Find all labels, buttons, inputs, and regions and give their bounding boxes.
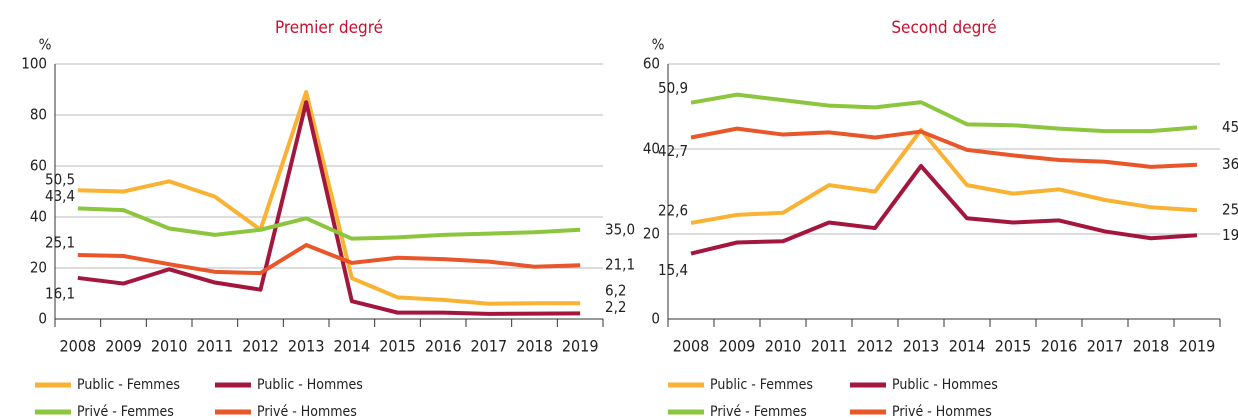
series-line [690,126,1198,169]
x-tick-label: 2015 [379,337,416,356]
x-tick-label: 2015 [995,337,1032,356]
x-tick-label: 2017 [471,337,508,356]
x-tick-label: 2009 [719,337,756,356]
x-tick-label: 2012 [857,337,894,356]
legend-label: Public - Femmes [710,377,813,393]
y-tick-label: 20 [643,225,660,243]
data-label: 15,4 [658,261,688,279]
data-label: 25,6 [1222,201,1238,219]
data-label: 2,2 [605,298,626,316]
x-tick-label: 2010 [765,337,802,356]
x-tick-label: 2016 [1041,337,1078,356]
x-tick-label: 2008 [673,337,710,356]
x-tick-label: 2014 [949,337,986,356]
y-tick-label: 40 [643,140,660,158]
x-tick-label: 2013 [288,337,325,356]
y-tick-label: 0 [651,310,660,328]
y-tick-label: 40 [30,208,47,226]
x-tick-label: 2013 [903,337,940,356]
data-label: 25,1 [45,233,75,251]
x-tick-label: 2016 [425,337,462,356]
x-tick-label: 2011 [811,337,848,356]
series-line [690,92,1198,134]
data-label: 50,5 [45,171,75,189]
x-tick-label: 2009 [105,337,142,356]
y-axis-label: % [652,36,665,54]
data-label: 42,7 [658,142,688,160]
y-tick-label: 60 [643,55,660,73]
legend-label: Public - Femmes [77,377,180,393]
x-tick-label: 2019 [1179,337,1216,356]
data-label: 22,6 [658,201,688,219]
data-label: 45,1 [1222,118,1238,136]
series-line [77,243,581,276]
x-tick-label: 2014 [334,337,371,356]
data-label: 36,3 [1222,155,1238,173]
y-tick-label: 80 [30,106,47,124]
x-tick-label: 2017 [1087,337,1124,356]
data-label: 16,1 [45,284,75,302]
x-tick-label: 2018 [1133,337,1170,356]
legend-label: Privé - Femmes [77,404,174,419]
data-label: 6,2 [605,282,626,300]
data-label: 43,4 [45,187,75,205]
x-tick-label: 2019 [562,337,599,356]
x-tick-label: 2011 [197,337,234,356]
x-tick-label: 2018 [516,337,553,356]
x-tick-label: 2008 [60,337,97,356]
legend-label: Public - Hommes [892,377,998,393]
y-tick-label: 20 [30,259,47,277]
data-label: 19,7 [1222,226,1238,244]
y-tick-label: 100 [21,55,47,73]
series-line [690,127,1198,225]
y-tick-label: 60 [30,157,47,175]
data-label: 21,1 [605,256,635,274]
series-line [77,206,581,241]
legend-label: Privé - Femmes [710,404,807,419]
chart-title: Second degré [891,18,996,38]
legend-label: Public - Hommes [257,377,363,393]
x-tick-label: 2010 [151,337,188,356]
legend-label: Privé - Hommes [257,404,357,419]
series-line [77,100,581,316]
x-tick-label: 2012 [242,337,279,356]
chart-title: Premier degré [275,18,383,38]
series-line [690,164,1198,256]
series-line [77,90,581,306]
data-label: 35,0 [605,220,635,238]
y-axis-label: % [39,36,52,54]
y-tick-label: 0 [38,310,47,328]
data-label: 50,9 [658,79,688,97]
legend-label: Privé - Hommes [892,404,992,419]
